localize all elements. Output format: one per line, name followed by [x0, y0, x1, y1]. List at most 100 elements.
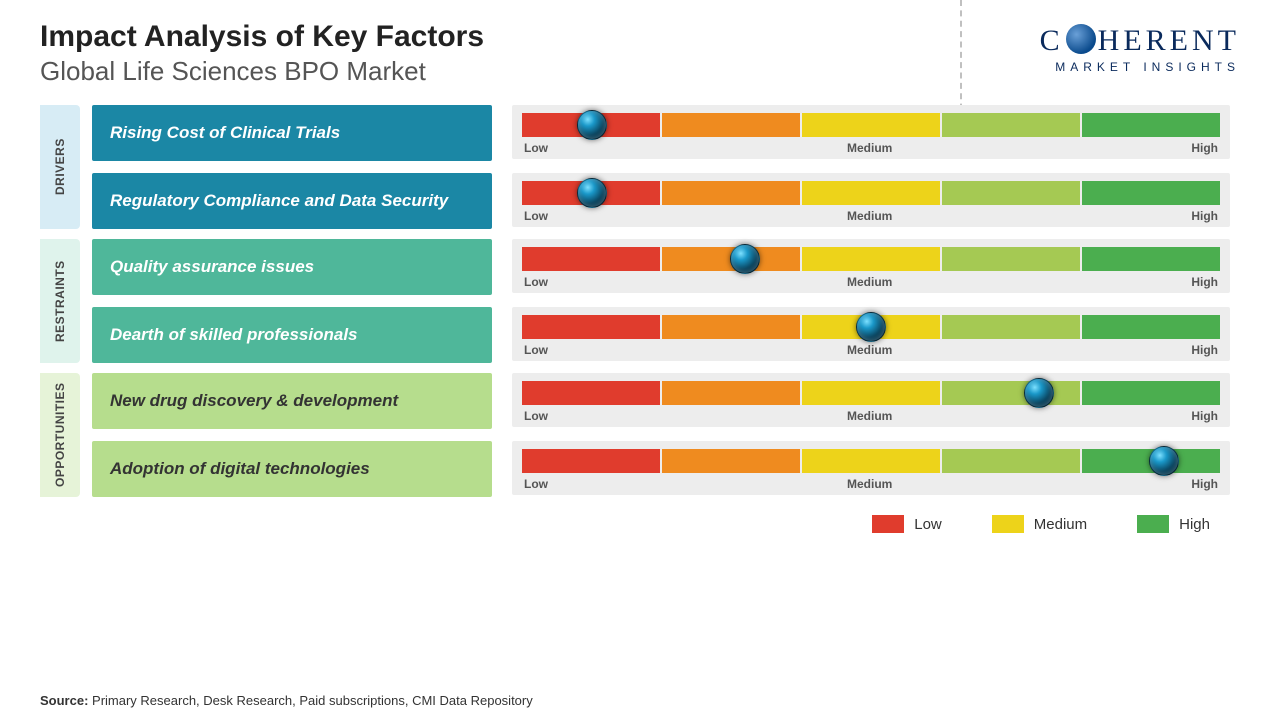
tick-label: High — [1191, 477, 1218, 491]
scale-knob[interactable] — [730, 244, 760, 274]
tick-label: Low — [524, 343, 548, 357]
scale-segment — [522, 449, 660, 473]
tick-label: Medium — [847, 209, 892, 223]
scale-segment — [942, 381, 1080, 405]
factor-row: New drug discovery & developmentLowMediu… — [92, 373, 1250, 429]
group-tab: OPPORTUNITIES — [40, 373, 80, 497]
factor-group: OPPORTUNITIES New drug discovery & develo… — [40, 373, 1250, 497]
scale-segment — [942, 247, 1080, 271]
source-text: Primary Research, Desk Research, Paid su… — [92, 693, 533, 708]
scale-bar — [522, 113, 1220, 137]
scale-bar — [522, 449, 1220, 473]
scale-bar — [522, 181, 1220, 205]
factor-row: Regulatory Compliance and Data SecurityL… — [92, 173, 1250, 229]
scale-box: LowMediumHigh — [512, 373, 1230, 427]
scale-box: Low Medium High — [512, 105, 1230, 159]
tick-label: Low — [524, 209, 548, 223]
factor-group: RESTRAINTSQuality assurance issuesLowMed… — [40, 239, 1250, 363]
scale-segment — [1082, 247, 1220, 271]
factor-label: Quality assurance issues — [92, 239, 492, 295]
scale-segment — [802, 449, 940, 473]
scale-segment — [1082, 315, 1220, 339]
scale-segment — [942, 449, 1080, 473]
scale-segment — [802, 113, 940, 137]
factor-label: Adoption of digital technologies — [92, 441, 492, 497]
source-label: Source: — [40, 693, 88, 708]
title-block: Impact Analysis of Key Factors Global Li… — [40, 20, 484, 87]
scale-box: LowMediumHigh — [512, 239, 1230, 293]
legend-item: Low — [872, 515, 942, 533]
factor-row: Adoption of digital technologies LowMediu… — [92, 441, 1250, 497]
scale-segment — [802, 181, 940, 205]
scale-ticks: Low Medium High — [522, 141, 1220, 155]
scale-box: LowMediumHigh — [512, 307, 1230, 361]
brand-pre: C — [1040, 24, 1064, 57]
brand-name: C HERENT — [1040, 20, 1240, 58]
group-rows: Quality assurance issuesLowMediumHighDea… — [92, 239, 1250, 363]
group-tab: RESTRAINTS — [40, 239, 80, 363]
brand-logo: C HERENT MARKET INSIGHTS — [1040, 20, 1250, 74]
group-rows: Rising Cost of Clinical Trials Low Medium H… — [92, 105, 1250, 229]
tick-label: Low — [524, 275, 548, 289]
impact-scale: LowMediumHigh — [512, 239, 1250, 293]
scale-segment — [522, 381, 660, 405]
legend: Low Medium High — [40, 515, 1210, 533]
scale-ticks: LowMediumHigh — [522, 275, 1220, 289]
impact-scale: Low Medium High — [512, 173, 1250, 227]
scale-ticks: Low Medium High — [522, 209, 1220, 223]
factor-row: Rising Cost of Clinical Trials Low Medium H… — [92, 105, 1250, 161]
scale-ticks: LowMediumHigh — [522, 477, 1220, 491]
tick-label: Low — [524, 477, 548, 491]
scale-knob[interactable] — [577, 178, 607, 208]
header: Impact Analysis of Key Factors Global Li… — [40, 20, 1250, 87]
legend-swatch — [992, 515, 1024, 533]
factor-label: Rising Cost of Clinical Trials — [92, 105, 492, 161]
scale-segment — [662, 113, 800, 137]
scale-segment — [1082, 113, 1220, 137]
legend-item: Medium — [992, 515, 1087, 533]
tick-label: High — [1191, 141, 1218, 155]
scale-ticks: LowMediumHigh — [522, 343, 1220, 357]
scale-knob[interactable] — [1024, 378, 1054, 408]
group-rows: New drug discovery & developmentLowMediu… — [92, 373, 1250, 497]
scale-box: LowMediumHigh — [512, 441, 1230, 495]
scale-segment — [1082, 381, 1220, 405]
factor-group: DRIVERS Rising Cost of Clinical Trials Low… — [40, 105, 1250, 229]
scale-bar — [522, 381, 1220, 405]
legend-swatch — [872, 515, 904, 533]
legend-item: High — [1137, 515, 1210, 533]
scale-box: Low Medium High — [512, 173, 1230, 227]
scale-segment — [662, 381, 800, 405]
scale-knob[interactable] — [1149, 446, 1179, 476]
page-subtitle: Global Life Sciences BPO Market — [40, 56, 484, 87]
tick-label: Medium — [847, 141, 892, 155]
factor-label: Dearth of skilled professionals — [92, 307, 492, 363]
legend-label: Low — [914, 516, 942, 533]
scale-segment — [942, 315, 1080, 339]
scale-bar — [522, 315, 1220, 339]
tick-label: Medium — [847, 343, 892, 357]
scale-segment — [662, 449, 800, 473]
scale-segment — [662, 315, 800, 339]
brand-post: HERENT — [1098, 24, 1240, 57]
tick-label: Low — [524, 141, 548, 155]
impact-scale: LowMediumHigh — [512, 307, 1250, 361]
impact-chart: DRIVERS Rising Cost of Clinical Trials Low… — [40, 105, 1250, 497]
scale-knob[interactable] — [577, 110, 607, 140]
factor-row: Quality assurance issues LowMediumHigh — [92, 239, 1250, 295]
source-footer: Source: Primary Research, Desk Research,… — [40, 693, 533, 708]
legend-label: Medium — [1034, 516, 1087, 533]
tick-label: Medium — [847, 409, 892, 423]
header-divider — [960, 0, 962, 120]
scale-bar — [522, 247, 1220, 271]
tick-label: High — [1191, 275, 1218, 289]
factor-row: Dearth of skilled professionals Low Medium… — [92, 307, 1250, 363]
scale-knob[interactable] — [856, 312, 886, 342]
tick-label: Low — [524, 409, 548, 423]
impact-scale: LowMediumHigh — [512, 373, 1250, 427]
tick-label: High — [1191, 209, 1218, 223]
scale-segment — [522, 315, 660, 339]
group-tab: DRIVERS — [40, 105, 80, 229]
globe-icon — [1066, 24, 1096, 54]
brand-tagline: MARKET INSIGHTS — [1040, 60, 1240, 74]
